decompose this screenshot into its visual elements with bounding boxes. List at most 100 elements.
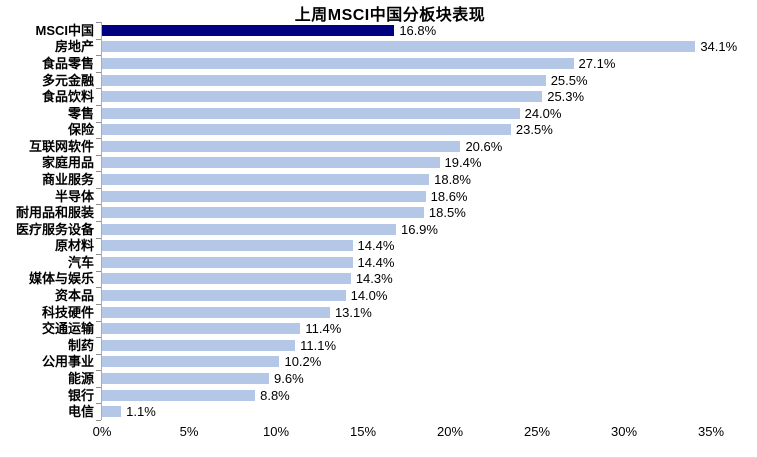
category-label: 原材料 — [54, 238, 94, 254]
tick-mark — [96, 121, 101, 123]
bar-row: 食品零售 27.1% — [42, 55, 711, 72]
value-label: 25.3% — [547, 89, 585, 105]
bar-row: 耐用品和服装 18.5% — [16, 204, 711, 221]
bar — [102, 356, 280, 368]
category-label: 零售 — [67, 105, 94, 121]
bar-row: 媒体与娱乐 14.3% — [29, 271, 711, 288]
category-label: 互联网软件 — [28, 138, 94, 154]
tick-mark — [96, 204, 101, 206]
bar-row: 制药 11.1% — [68, 337, 711, 354]
bar — [102, 24, 395, 36]
bar — [102, 323, 301, 335]
tick-mark — [96, 221, 101, 222]
tick-mark — [96, 104, 101, 106]
bar-row: 能源 9.6% — [68, 370, 711, 387]
value-label: 11.4% — [305, 321, 342, 337]
bar — [102, 273, 351, 285]
bar — [102, 190, 426, 202]
x-tick-label: 15% — [349, 424, 377, 439]
bar — [102, 339, 296, 351]
tick-mark — [96, 187, 101, 189]
category-label: 制药 — [67, 337, 94, 353]
tick-mark — [96, 287, 101, 289]
tick-mark — [96, 270, 101, 272]
category-label: 汽车 — [67, 254, 94, 270]
category-label: 保险 — [67, 122, 94, 138]
bar-row: 半导体 18.6% — [55, 188, 711, 205]
tick-mark — [96, 22, 101, 23]
category-label: 半导体 — [54, 188, 94, 204]
value-label: 16.8% — [399, 22, 437, 38]
value-label: 18.6% — [430, 188, 468, 204]
bar-row: 家庭用品 19.4% — [42, 155, 711, 172]
bar-row: 科技硬件 13.1% — [42, 304, 711, 321]
bar — [102, 124, 511, 136]
category-label: 交通运输 — [41, 321, 94, 337]
bar-row: 交通运输 11.4% — [42, 320, 711, 337]
value-label: 14.0% — [350, 288, 388, 304]
x-tick-label: 30% — [610, 424, 638, 439]
bar — [102, 223, 397, 235]
category-label: 电信 — [67, 404, 94, 420]
x-tick-label: 5% — [179, 424, 199, 439]
bar-row: 汽车 14.4% — [68, 254, 711, 271]
bar-row: 医疗服务设备 16.9% — [16, 221, 711, 238]
category-label: 银行 — [67, 387, 94, 403]
tick-mark — [96, 171, 101, 173]
bar-row: 互联网软件 20.6% — [29, 138, 711, 155]
category-label: 家庭用品 — [41, 155, 94, 171]
bar-row: MSCI中国 16.8% — [35, 22, 711, 39]
bar — [102, 107, 520, 119]
value-label: 9.6% — [274, 370, 304, 386]
tick-mark — [96, 403, 101, 405]
bar — [102, 173, 430, 185]
category-label: 食品饮料 — [41, 89, 94, 105]
bar-row: 多元金融 25.5% — [42, 72, 711, 89]
tick-mark — [96, 337, 101, 339]
x-tick-label: 25% — [523, 424, 551, 439]
bar — [102, 290, 346, 302]
category-label: 医疗服务设备 — [15, 221, 94, 237]
bar-row: 食品饮料 25.3% — [42, 88, 711, 105]
x-tick-label: 20% — [436, 424, 464, 439]
x-tick-label: 10% — [262, 424, 290, 439]
tick-mark — [96, 420, 101, 421]
bar-row: 公用事业 10.2% — [42, 354, 711, 371]
bar-row: 银行 8.8% — [68, 387, 711, 404]
value-label: 14.4% — [357, 254, 395, 270]
bar-row: 原材料 14.4% — [55, 238, 711, 255]
bar-row: 商业服务 18.8% — [42, 171, 711, 188]
bar — [102, 140, 461, 152]
category-label: 能源 — [67, 370, 94, 386]
category-label: 耐用品和服装 — [15, 205, 94, 221]
value-label: 16.9% — [401, 221, 438, 237]
x-axis: 0% 5% 10% 15% 20% 25% 30% 35% — [93, 424, 724, 440]
bar-row: 资本品 14.0% — [55, 287, 711, 304]
category-label: 房地产 — [54, 39, 94, 55]
bar-rows: MSCI中国 16.8% 房地产 34.1% 食品零售 27.1% 多元金融 25.5% 食品饮… — [16, 22, 737, 420]
bar-row: 房地产 34.1% — [55, 39, 737, 56]
tick-mark — [96, 154, 101, 156]
bar — [102, 256, 353, 268]
category-label: 科技硬件 — [41, 304, 94, 320]
category-label: MSCI中国 — [35, 22, 94, 38]
tick-mark — [96, 71, 101, 73]
bar — [102, 74, 546, 86]
bar — [102, 240, 353, 252]
bar — [102, 372, 270, 384]
value-label: 19.4% — [444, 155, 482, 171]
category-label: 食品零售 — [41, 55, 94, 71]
tick-mark — [96, 237, 101, 239]
category-label: 商业服务 — [41, 171, 94, 187]
value-label: 24.0% — [524, 105, 562, 121]
tick-mark — [96, 138, 101, 140]
tick-mark — [96, 88, 101, 90]
x-tick-label: 0% — [92, 424, 112, 439]
bar-row: 零售 24.0% — [68, 105, 711, 122]
tick-mark — [96, 320, 101, 322]
value-label: 1.1% — [126, 404, 156, 420]
tick-mark — [96, 370, 101, 372]
bar — [102, 406, 122, 418]
category-label: 公用事业 — [41, 354, 94, 370]
